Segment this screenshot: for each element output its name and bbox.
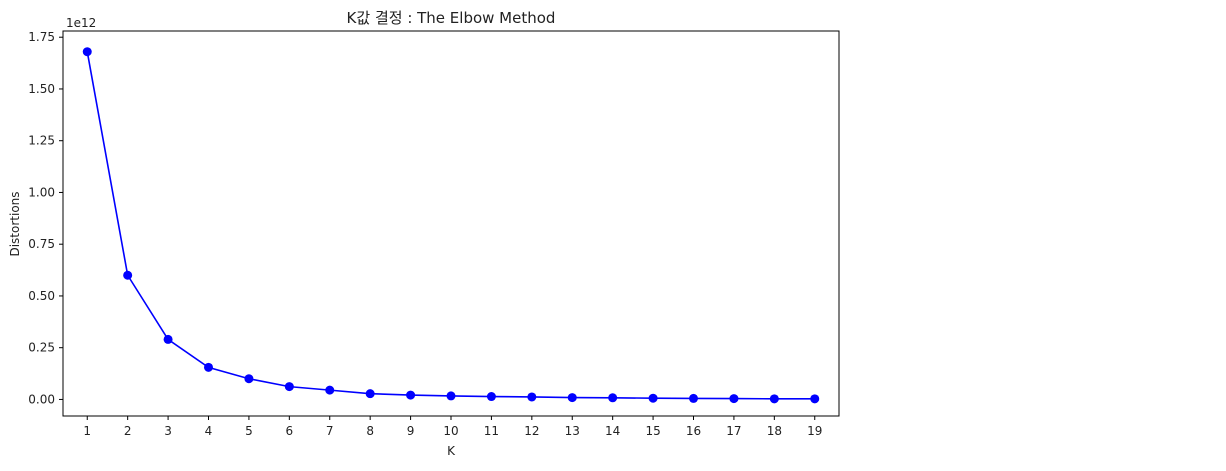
x-tick-label: 3 bbox=[164, 424, 172, 438]
y-tick-label: 1.00 bbox=[28, 185, 55, 199]
series-line bbox=[86, 51, 815, 400]
data-point bbox=[729, 394, 739, 404]
y-tick-label: 0.25 bbox=[28, 341, 55, 355]
x-tick-label: 15 bbox=[645, 424, 660, 438]
x-tick-label: 17 bbox=[726, 424, 741, 438]
y-axis-label: Distortions bbox=[8, 191, 22, 256]
chart-title: K값 결정 : The Elbow Method bbox=[347, 9, 556, 27]
data-point bbox=[608, 393, 618, 403]
data-point bbox=[284, 382, 294, 392]
x-tick-label: 10 bbox=[443, 424, 458, 438]
data-point bbox=[325, 385, 335, 395]
data-point bbox=[244, 374, 254, 384]
x-tick-label: 8 bbox=[366, 424, 374, 438]
data-point bbox=[527, 392, 537, 402]
x-tick-label: 9 bbox=[407, 424, 415, 438]
y-tick-label: 0.75 bbox=[28, 237, 55, 251]
y-tick-label: 1.75 bbox=[28, 30, 55, 44]
data-point bbox=[123, 270, 133, 280]
data-point bbox=[648, 393, 658, 403]
x-axis-label: K bbox=[447, 444, 456, 458]
x-tick-label: 19 bbox=[807, 424, 822, 438]
data-point bbox=[689, 393, 698, 403]
data-point bbox=[406, 390, 416, 400]
y-tick-label: 1.50 bbox=[28, 82, 55, 96]
x-tick-label: 2 bbox=[124, 424, 132, 438]
x-tick-label: 11 bbox=[484, 424, 499, 438]
x-tick-label: 14 bbox=[605, 424, 620, 438]
data-point bbox=[204, 362, 213, 372]
data-point bbox=[567, 393, 577, 403]
plot-frame bbox=[62, 30, 840, 417]
data-point bbox=[810, 394, 820, 404]
data-point bbox=[82, 47, 92, 57]
x-axis-ticks: 1 2 3 4 5 6 7 8 9 10 11 12 13 14 15 16 17 18 19 bbox=[83, 416, 822, 438]
y-tick-label: 1.25 bbox=[28, 134, 55, 148]
x-tick-label: 18 bbox=[767, 424, 782, 438]
data-point bbox=[163, 334, 173, 344]
data-point bbox=[446, 391, 456, 401]
x-tick-label: 1 bbox=[83, 424, 91, 438]
y-axis-ticks: 0.00 0.25 0.50 0.75 1.00 1.25 1.50 1.75 bbox=[28, 30, 63, 406]
x-tick-label: 12 bbox=[524, 424, 539, 438]
data-point bbox=[486, 392, 496, 402]
x-tick-label: 5 bbox=[245, 424, 253, 438]
y-tick-label: 0.00 bbox=[28, 392, 55, 406]
y-axis-offset-label: 1e12 bbox=[66, 16, 96, 30]
x-tick-label: 16 bbox=[686, 424, 701, 438]
data-point bbox=[365, 389, 375, 399]
series-layer bbox=[82, 47, 820, 404]
x-tick-label: 6 bbox=[286, 424, 294, 438]
x-tick-label: 7 bbox=[326, 424, 334, 438]
data-point bbox=[769, 394, 779, 404]
x-tick-label: 4 bbox=[205, 424, 213, 438]
x-tick-label: 13 bbox=[565, 424, 580, 438]
y-tick-label: 0.50 bbox=[28, 289, 55, 303]
